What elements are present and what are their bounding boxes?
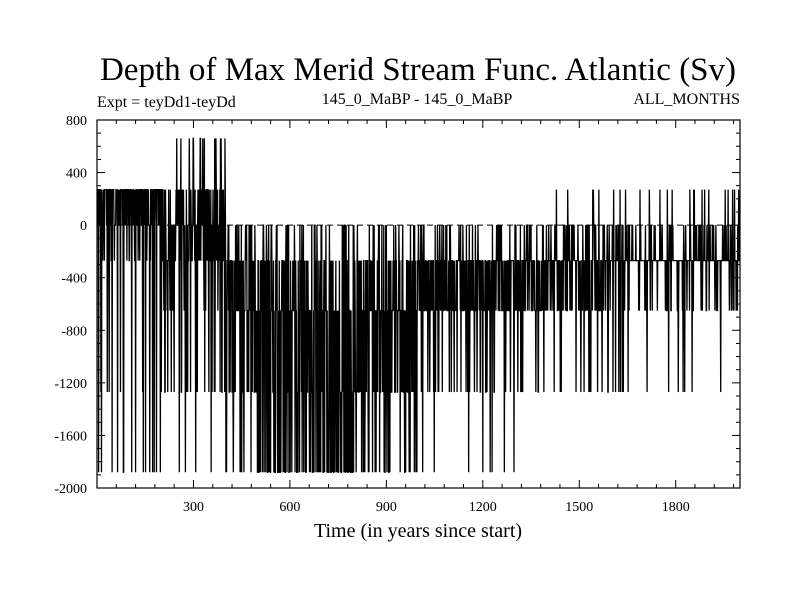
y-tick-label: -400	[61, 272, 87, 287]
y-tick-label: -1600	[54, 429, 87, 444]
chart-subtitle-center: 145_0_MaBP - 145_0_MaBP	[322, 91, 513, 108]
series-line	[96, 137, 741, 473]
y-tick-label: -1200	[54, 377, 87, 392]
x-axis-label: Time (in years since start)	[314, 520, 522, 542]
x-tick-label: 900	[376, 500, 397, 515]
x-tick-label: 1800	[662, 500, 690, 515]
x-tick-label: 1200	[469, 500, 497, 515]
x-tick-label: 600	[279, 500, 300, 515]
x-tick-label: 300	[183, 500, 204, 515]
y-tick-label: 400	[66, 167, 87, 182]
y-tick-label: -2000	[54, 482, 87, 497]
y-tick-label: 800	[66, 114, 87, 129]
chart-subtitle-left: Expt = teyDd1-teyDd	[97, 94, 236, 111]
plot-area: 800 400 0 -400 -800 -1200 -1600 -2000 300 600 900 1…	[54, 114, 741, 515]
chart-subtitle-right: ALL_MONTHS	[633, 91, 740, 108]
x-tick-label: 1500	[565, 500, 593, 515]
y-tick-label: 0	[80, 219, 87, 234]
y-tick-label: -800	[61, 324, 87, 339]
chart-title: Depth of Max Merid Stream Func. Atlantic…	[100, 52, 736, 88]
